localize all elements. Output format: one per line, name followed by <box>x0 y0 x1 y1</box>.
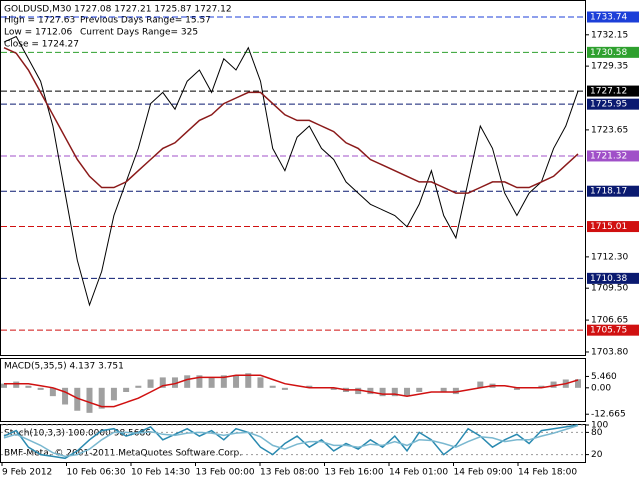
histogram-bar <box>306 385 313 388</box>
histogram-bar <box>477 381 484 388</box>
histogram-bar <box>123 387 130 392</box>
histogram-bar <box>575 379 581 388</box>
series-line <box>4 374 579 408</box>
y-tick-label: 1706.65 <box>591 316 628 326</box>
copyright: BMF-Meta, © 2001-2011 MetaQuotes Softwar… <box>4 449 242 459</box>
time-label: 14 Feb 01:00 <box>389 468 448 478</box>
time-label: 14 Feb 18:00 <box>518 468 577 478</box>
histogram-bar <box>208 377 215 388</box>
histogram-bar <box>159 377 166 388</box>
level-label: 1733.74 <box>590 12 627 22</box>
level-box <box>587 46 639 58</box>
level-label: 1718.17 <box>590 187 627 197</box>
histogram-bar <box>391 387 398 397</box>
level-box <box>587 85 639 97</box>
time-label: 13 Feb 16:00 <box>325 468 384 478</box>
series-line <box>3 35 579 307</box>
level-box <box>587 185 639 197</box>
y-tick-label: 0.00 <box>591 383 611 393</box>
macd-frame <box>0 358 586 422</box>
histogram-bar <box>233 375 240 388</box>
y-tick-label: 100 <box>591 421 608 431</box>
histogram-bar <box>184 375 191 388</box>
y-tick-label: 5.460 <box>591 372 617 382</box>
level-box <box>587 150 639 162</box>
histogram-bar <box>269 385 276 388</box>
histogram-bar <box>1 383 7 388</box>
histogram-bar <box>37 387 44 390</box>
histogram-bar <box>355 387 362 395</box>
level-label: 1727.12 <box>590 87 627 97</box>
time-label: 14 Feb 09:00 <box>454 468 513 478</box>
panel-title: MACD(5,35,5) 4.137 3.751 <box>4 362 124 372</box>
histogram-bar <box>13 381 20 388</box>
histogram-bar <box>98 387 105 409</box>
y-tick-label: 1712.30 <box>591 252 628 262</box>
histogram-bar <box>538 385 545 388</box>
time-label: 9 Feb 2012 <box>2 468 52 478</box>
y-tick-label: 1729.35 <box>591 62 628 72</box>
histogram-bar <box>147 379 154 388</box>
histogram-bar <box>513 387 520 390</box>
series-line <box>3 424 579 460</box>
y-tick-label: 1732.15 <box>591 30 628 40</box>
series-line <box>3 47 579 194</box>
level-box <box>587 98 639 110</box>
panel-title: Stoch(10,3,3) 100.0000 98.5686 <box>4 429 151 439</box>
header: High = 1727.63 <box>4 16 75 26</box>
histogram-bar <box>257 377 264 388</box>
level-label: 1705.75 <box>590 326 627 336</box>
histogram-bar <box>452 387 459 395</box>
histogram-bar <box>196 375 203 388</box>
histogram-bar <box>416 387 423 392</box>
histogram-bar <box>245 373 252 388</box>
histogram-bar <box>74 387 81 411</box>
y-tick-label: 80 <box>591 428 603 438</box>
histogram-bar <box>86 387 93 413</box>
header: Low = 1712.06 <box>4 28 72 38</box>
time-label: 13 Feb 00:00 <box>196 468 255 478</box>
y-tick-label: 1703.80 <box>591 347 628 357</box>
histogram-bar <box>62 387 69 405</box>
histogram-bar <box>404 387 411 397</box>
histogram-bar <box>379 387 386 397</box>
level-label: 1715.01 <box>590 222 627 232</box>
histogram-bar <box>330 387 337 390</box>
header: Current Days Range= 325 <box>80 28 198 38</box>
level-label: 1730.58 <box>590 48 627 58</box>
level-box <box>587 11 639 23</box>
level-box <box>587 221 639 233</box>
y-tick-label: 1723.65 <box>591 125 628 135</box>
level-box <box>587 272 639 284</box>
histogram-bar <box>110 387 117 401</box>
y-tick-label: -12.665 <box>591 410 626 420</box>
level-label: 1721.32 <box>590 151 627 161</box>
histogram-bar <box>171 377 178 388</box>
header: GOLDUSD,M30 1727.08 1727.21 1725.87 1727… <box>4 5 232 15</box>
time-label: 13 Feb 08:00 <box>260 468 319 478</box>
histogram-bar <box>49 387 56 397</box>
histogram-bar <box>440 387 447 392</box>
header: Previous Days Range= 15.57 <box>80 16 211 26</box>
time-label: 10 Feb 06:30 <box>67 468 126 478</box>
histogram-bar <box>25 385 32 388</box>
y-tick-label: 20 <box>591 450 603 460</box>
histogram-bar <box>367 387 374 395</box>
series-line <box>3 424 579 458</box>
y-tick-label: 1709.50 <box>591 284 628 294</box>
time-label: 10 Feb 14:30 <box>131 468 190 478</box>
level-box <box>587 324 639 336</box>
histogram-bar <box>550 381 557 388</box>
level-label: 1710.38 <box>590 274 627 284</box>
histogram-bar <box>281 387 288 390</box>
main-frame <box>0 0 586 356</box>
histogram-bar <box>220 375 227 388</box>
level-label: 1725.95 <box>590 100 627 110</box>
histogram-bar <box>135 385 142 388</box>
header: Close = 1724.27 <box>4 40 79 50</box>
